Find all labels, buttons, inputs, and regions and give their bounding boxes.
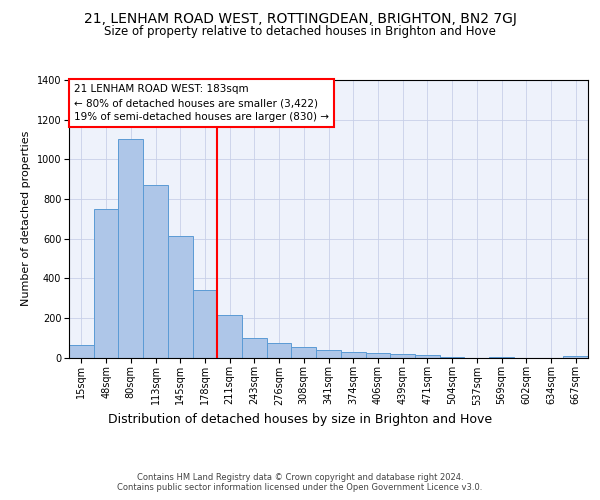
Bar bbox=[365, 352, 390, 358]
Y-axis label: Number of detached properties: Number of detached properties bbox=[21, 131, 31, 306]
Bar bbox=[563, 356, 588, 358]
Bar bbox=[341, 352, 365, 358]
Bar bbox=[193, 290, 217, 358]
Text: Contains HM Land Registry data © Crown copyright and database right 2024.
Contai: Contains HM Land Registry data © Crown c… bbox=[118, 472, 482, 492]
Bar bbox=[143, 185, 168, 358]
Bar bbox=[415, 354, 440, 358]
Text: Distribution of detached houses by size in Brighton and Hove: Distribution of detached houses by size … bbox=[108, 412, 492, 426]
Bar bbox=[267, 342, 292, 357]
Text: Size of property relative to detached houses in Brighton and Hove: Size of property relative to detached ho… bbox=[104, 25, 496, 38]
Bar bbox=[390, 354, 415, 358]
Text: 21 LENHAM ROAD WEST: 183sqm
← 80% of detached houses are smaller (3,422)
19% of : 21 LENHAM ROAD WEST: 183sqm ← 80% of det… bbox=[74, 84, 329, 122]
Bar bbox=[292, 346, 316, 358]
Bar bbox=[168, 236, 193, 358]
Bar bbox=[316, 350, 341, 358]
Bar bbox=[217, 315, 242, 358]
Bar bbox=[242, 338, 267, 357]
Bar bbox=[489, 356, 514, 358]
Text: 21, LENHAM ROAD WEST, ROTTINGDEAN, BRIGHTON, BN2 7GJ: 21, LENHAM ROAD WEST, ROTTINGDEAN, BRIGH… bbox=[83, 12, 517, 26]
Bar bbox=[94, 209, 118, 358]
Bar bbox=[118, 140, 143, 358]
Bar bbox=[69, 344, 94, 358]
Bar bbox=[440, 356, 464, 358]
